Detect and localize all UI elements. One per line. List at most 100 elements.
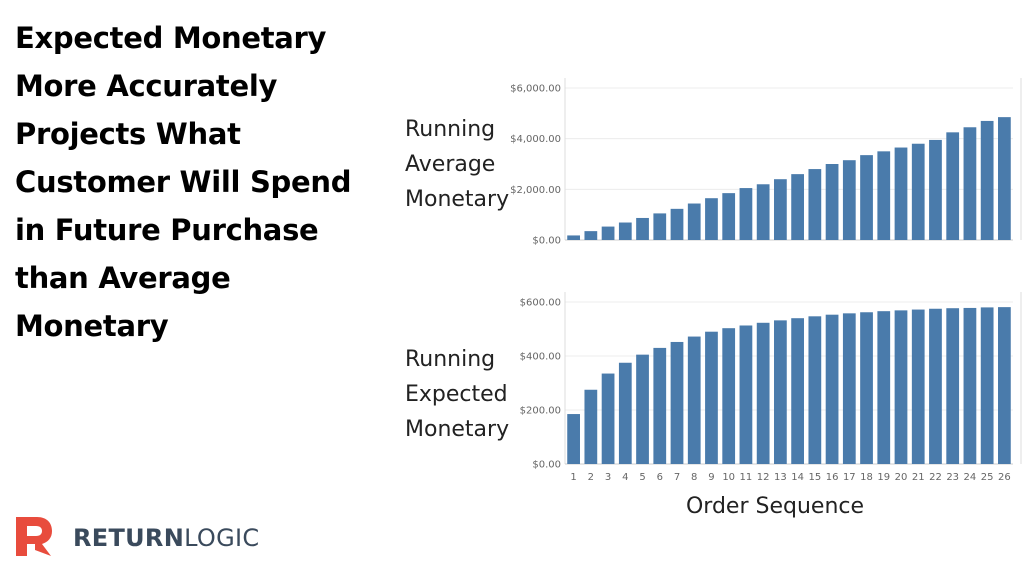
y-tick-label: $600.00 [520,298,561,309]
bar [756,184,770,240]
bar [808,316,822,464]
bar [911,143,925,240]
bar [584,231,598,240]
x-tick-label: 4 [622,472,628,483]
x-tick-label: 16 [826,472,839,483]
headline-line: Monetary [15,309,169,343]
x-tick-label: 26 [998,472,1011,483]
x-tick-label: 18 [860,472,873,483]
y-tick-label: $200.00 [520,406,561,417]
bar [653,213,667,240]
headline-line: in Future Purchase [15,213,319,247]
running-average-monetary-label: Running Average Monetary [405,112,515,217]
bar [894,147,908,240]
bar [808,169,822,240]
x-tick-label: 20 [895,472,908,483]
bar [998,307,1011,464]
bar [825,164,839,240]
bar [739,188,753,240]
bar [946,308,960,464]
headline-line: Customer Will Spend [15,165,352,199]
bar [722,328,736,464]
bar [739,325,753,464]
x-tick-label: 17 [843,472,856,483]
x-tick-label: 2 [588,472,594,483]
x-tick-label: 14 [791,472,804,483]
bar [705,331,718,464]
bar [791,174,804,240]
bar [860,155,873,240]
row-label-line: Average [405,152,496,177]
row-label-line: Monetary [405,187,510,212]
x-tick-label: 11 [740,472,753,483]
bar [791,318,804,464]
bar [687,336,701,464]
x-tick-label: 5 [639,472,645,483]
bar [929,308,942,464]
bar [963,307,977,464]
bar [774,320,787,464]
x-tick-label: 23 [946,472,959,483]
bar [963,127,977,240]
x-tick-label: 9 [708,472,714,483]
bar [687,203,701,240]
bar [894,310,908,464]
bar [618,362,632,464]
headline-line: Expected Monetary [15,21,327,55]
bar [636,217,649,240]
x-tick-label: 25 [981,472,994,483]
bar [825,314,839,464]
x-tick-label: 24 [964,472,977,483]
bar [877,151,891,240]
bar [618,222,632,240]
running-expected-monetary-chart: $0.00$200.00$400.00$600.001 2 3 4 5 6 7 8 9 10 11 1… [520,292,1022,483]
running-expected-monetary-label: Running Expected Monetary [405,342,515,447]
row-label-line: Expected [405,382,508,407]
running-average-monetary-chart: $0.00 $2,000.00 $4,000.00 $6,000.00 [510,78,1022,247]
x-tick-label: 13 [774,472,787,483]
headline-line: than Average [15,261,231,295]
x-tick-label: 3 [605,472,611,483]
headline: Expected Monetary More Accurately Projec… [15,14,375,350]
brand-wordmark-light: LOGIC [184,524,260,552]
bar [998,117,1011,240]
row-label-line: Running [405,347,496,372]
y-tick-label: $400.00 [520,352,561,363]
returnlogic-logo: RETURNLOGIC [13,514,259,560]
bar [774,179,787,240]
x-tick-label: 1 [570,472,576,483]
x-tick-label: 22 [929,472,942,483]
bar [980,120,994,240]
y-tick-label: $6,000.00 [510,84,561,95]
bar [670,208,684,240]
bar [860,312,873,464]
x-tick-label: 6 [657,472,663,483]
bar [584,389,598,464]
x-tick-label: 8 [691,472,697,483]
bar [670,341,684,464]
x-axis-title: Order Sequence [685,494,865,519]
headline-line: Projects What [15,117,241,151]
brand-wordmark: RETURNLOGIC [73,524,259,552]
row-label-line: Running [405,117,496,142]
x-tick-label: 10 [722,472,735,483]
bar [601,226,615,240]
x-tick-label: 19 [877,472,890,483]
bar [842,313,856,464]
returnlogic-logo-icon [16,517,52,556]
bar [946,132,960,240]
bar [567,414,580,464]
y-tick-label: $0.00 [532,236,561,247]
bar [636,354,649,464]
headline-line: More Accurately [15,69,278,103]
x-tick-label: 15 [808,472,821,483]
bar [722,193,736,240]
x-tick-label: 12 [757,472,770,483]
x-tick-label: 21 [912,472,925,483]
bar [601,373,615,464]
y-tick-label: $4,000.00 [510,134,561,145]
bar [877,311,891,464]
bar [756,322,770,464]
brand-wordmark-bold: RETURN [73,524,185,552]
bar [653,347,667,464]
